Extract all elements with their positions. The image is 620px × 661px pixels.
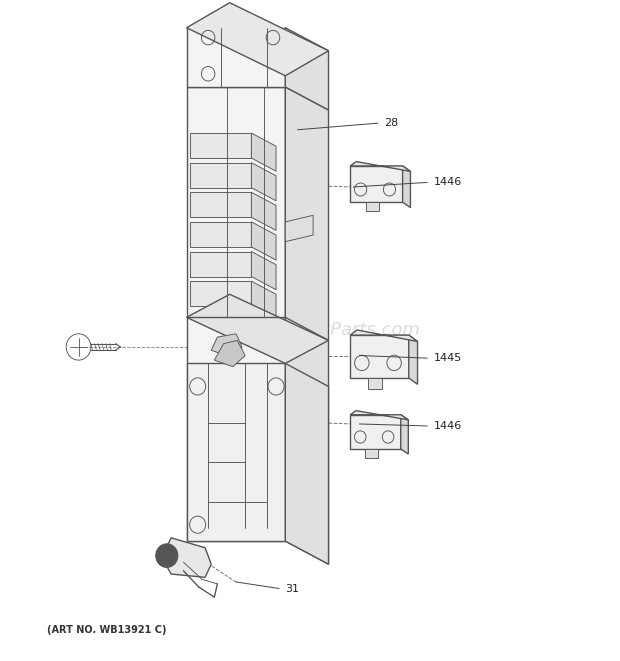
Polygon shape (285, 215, 313, 242)
Polygon shape (211, 334, 242, 357)
Polygon shape (190, 192, 251, 217)
Polygon shape (285, 364, 329, 564)
Circle shape (156, 544, 178, 567)
Polygon shape (162, 538, 211, 577)
Polygon shape (350, 335, 409, 378)
Polygon shape (350, 410, 409, 420)
Polygon shape (251, 252, 276, 290)
Polygon shape (285, 87, 329, 564)
Polygon shape (350, 161, 410, 171)
Polygon shape (190, 163, 251, 188)
Text: 1446: 1446 (433, 177, 462, 188)
Polygon shape (251, 222, 276, 260)
Text: 1446: 1446 (433, 421, 462, 431)
Polygon shape (251, 192, 276, 231)
Polygon shape (215, 340, 245, 367)
Polygon shape (251, 281, 276, 319)
Polygon shape (251, 133, 276, 171)
Polygon shape (190, 252, 251, 276)
Polygon shape (350, 166, 402, 202)
Text: 31: 31 (285, 584, 299, 594)
Text: 28: 28 (384, 118, 398, 128)
Polygon shape (187, 364, 285, 541)
Polygon shape (402, 166, 410, 208)
Polygon shape (190, 133, 251, 158)
Polygon shape (190, 222, 251, 247)
Polygon shape (350, 330, 417, 342)
Text: eReplacementParts.com: eReplacementParts.com (200, 321, 420, 340)
Text: (ART NO. WB13921 C): (ART NO. WB13921 C) (46, 625, 166, 635)
Polygon shape (368, 378, 383, 389)
Polygon shape (187, 294, 329, 364)
Polygon shape (187, 87, 285, 541)
Polygon shape (350, 414, 401, 449)
Polygon shape (190, 281, 251, 306)
Polygon shape (366, 202, 379, 212)
Text: 1445: 1445 (433, 353, 462, 363)
Polygon shape (365, 449, 378, 457)
Polygon shape (409, 335, 417, 384)
Polygon shape (285, 28, 329, 110)
Polygon shape (187, 28, 285, 87)
Polygon shape (187, 3, 329, 76)
Polygon shape (251, 163, 276, 201)
Polygon shape (401, 414, 409, 454)
